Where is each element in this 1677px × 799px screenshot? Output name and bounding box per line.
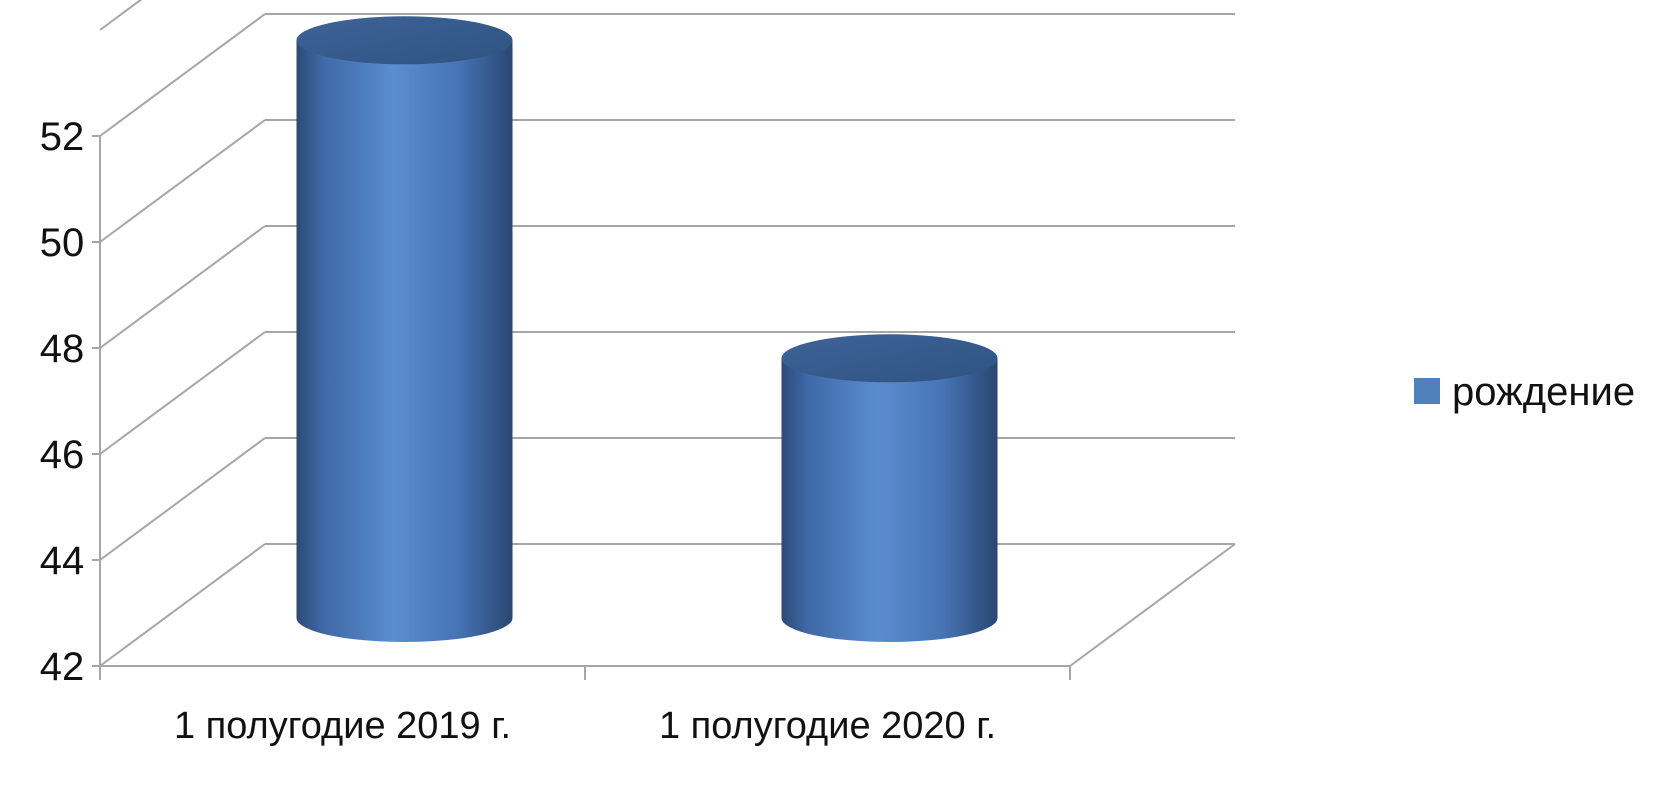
gridline-side	[99, 0, 143, 31]
gridline-side	[99, 543, 266, 667]
gridlines	[99, 0, 1236, 667]
y-tick-label: 46	[40, 433, 85, 477]
floor-edge	[1069, 543, 1236, 667]
gridline-side	[99, 225, 266, 349]
legend: рождение	[1414, 370, 1635, 414]
bars	[296, 16, 998, 643]
gridline-side	[99, 437, 266, 561]
x-category-label: 1 полугодие 2019 г.	[174, 705, 511, 747]
bar-top	[296, 16, 513, 65]
axes	[92, 135, 1071, 680]
labels: 42 44 46 48 50 52 1 полугодие 2019 г. 1 полугод…	[40, 115, 996, 747]
bar-body	[296, 40, 513, 643]
legend-label-rozhdenie: рождение	[1452, 370, 1635, 414]
y-tick-label: 50	[40, 221, 85, 265]
y-tick-label: 52	[40, 115, 85, 159]
bar-top	[781, 334, 998, 383]
gridline-side	[99, 331, 266, 455]
bar-body	[781, 358, 998, 642]
y-tick-label: 48	[40, 327, 85, 371]
legend-swatch-rozhdenie	[1414, 378, 1440, 404]
y-tick-label: 44	[40, 539, 85, 583]
y-tick-label: 42	[40, 645, 85, 689]
bar-2019	[296, 16, 513, 643]
bar-2020	[781, 334, 998, 642]
x-category-label: 1 полугодие 2020 г.	[659, 705, 996, 747]
gridline-side	[99, 13, 266, 137]
gridline-side	[99, 119, 266, 243]
